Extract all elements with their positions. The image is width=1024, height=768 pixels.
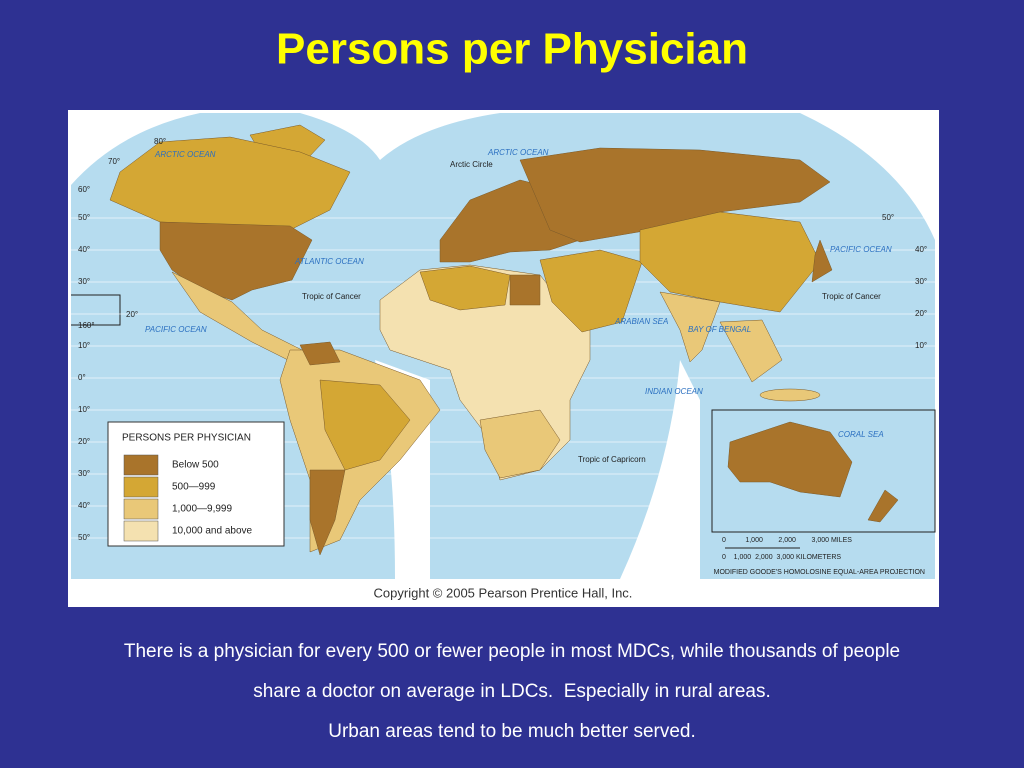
degree-label: 80°: [154, 137, 166, 146]
degree-label: 160°: [78, 321, 95, 330]
argentina: [309, 469, 346, 556]
degree-label: 30°: [78, 277, 90, 286]
australia: [727, 421, 853, 498]
degree-label: 40°: [78, 245, 90, 254]
degree-label: 10°: [78, 341, 90, 350]
map-label: Tropic of Cancer: [302, 292, 361, 301]
legend-swatch: [123, 454, 159, 476]
gap: [71, 113, 200, 185]
legend-label: 10,000 and above: [172, 526, 253, 537]
ocean-label: PACIFIC OCEAN: [830, 245, 892, 254]
legend-label: 500—999: [172, 482, 216, 493]
japan: [811, 239, 833, 283]
legend-title: PERSONS PER PHYSICIAN: [122, 433, 251, 444]
degree-label: 20°: [915, 309, 927, 318]
scale-miles: 0 1,000 2,000 3,000 MILES: [722, 537, 852, 544]
ocean-label: ATLANTIC OCEAN: [294, 257, 364, 266]
legend-swatch: [123, 520, 159, 542]
legend-items: Below 500 500—999 1,000—9,999 10,000 and ab…: [123, 454, 253, 542]
scale-km: 0 1,000 2,000 3,000 KILOMETERS: [722, 554, 841, 561]
gap: [620, 360, 700, 579]
title: Persons per Physician: [276, 25, 748, 74]
ocean-label: INDIAN OCEAN: [645, 387, 703, 396]
inset-line: [71, 294, 121, 326]
degree-label: 50°: [882, 213, 894, 222]
degree-labels: 80° 70° 60° 50° 40° 30° 20° 160° 10° 0° …: [78, 137, 927, 542]
degree-label: 0°: [78, 373, 86, 382]
india: [659, 291, 721, 363]
caption-line: There is a physician for every 500 or fe…: [124, 641, 900, 662]
degree-label: 50°: [78, 213, 90, 222]
ocean-label: CORAL SEA: [838, 430, 884, 439]
venezuela: [299, 341, 341, 366]
degree-label: 60°: [78, 185, 90, 194]
russia: [519, 147, 831, 243]
degree-label: 20°: [78, 437, 90, 446]
ocean-label: ARABIAN SEA: [614, 317, 668, 326]
copyright: Copyright © 2005 Pearson Prentice Hall, …: [374, 585, 633, 600]
map-label: Tropic of Capricorn: [578, 455, 646, 464]
gap: [800, 113, 935, 240]
degree-label: 20°: [126, 310, 138, 319]
indonesia: [759, 388, 821, 402]
canada: [109, 136, 351, 231]
middle-east: [539, 249, 643, 333]
gap: [300, 113, 500, 160]
southeast-asia: [719, 319, 783, 383]
north-africa: [419, 265, 511, 311]
legend-label: 1,000—9,999: [172, 504, 232, 515]
map-label: Arctic Circle: [450, 160, 493, 169]
degree-label: 10°: [915, 341, 927, 350]
egypt: [509, 274, 541, 306]
land: [109, 124, 833, 556]
china: [639, 211, 821, 313]
brazil: [319, 379, 411, 471]
legend-swatch: [123, 498, 159, 520]
degree-label: 40°: [78, 501, 90, 510]
caption-line: Urban areas tend to be much better serve…: [328, 721, 696, 742]
ocean-label: ARCTIC OCEAN: [487, 148, 549, 157]
degree-label: 10°: [78, 405, 90, 414]
ocean-label: PACIFIC OCEAN: [145, 325, 207, 334]
projection: MODIFIED GOODE'S HOMOLOSINE EQUAL-AREA P…: [714, 569, 925, 576]
degree-label: 50°: [78, 533, 90, 542]
new-zealand: [867, 489, 899, 523]
degree-label: 30°: [915, 277, 927, 286]
map-label: Tropic of Cancer: [822, 292, 881, 301]
legend-swatch: [123, 476, 159, 498]
legend-label: Below 500: [172, 460, 219, 471]
degree-label: 40°: [915, 245, 927, 254]
ocean-label: ARCTIC OCEAN: [154, 150, 216, 159]
degree-label: 30°: [78, 469, 90, 478]
southern-africa: [479, 409, 561, 479]
caption-line: share a doctor on average in LDCs. Espec…: [253, 681, 770, 702]
degree-label: 70°: [108, 157, 120, 166]
ocean-label: BAY OF BENGAL: [688, 325, 751, 334]
united-states: [159, 221, 313, 301]
